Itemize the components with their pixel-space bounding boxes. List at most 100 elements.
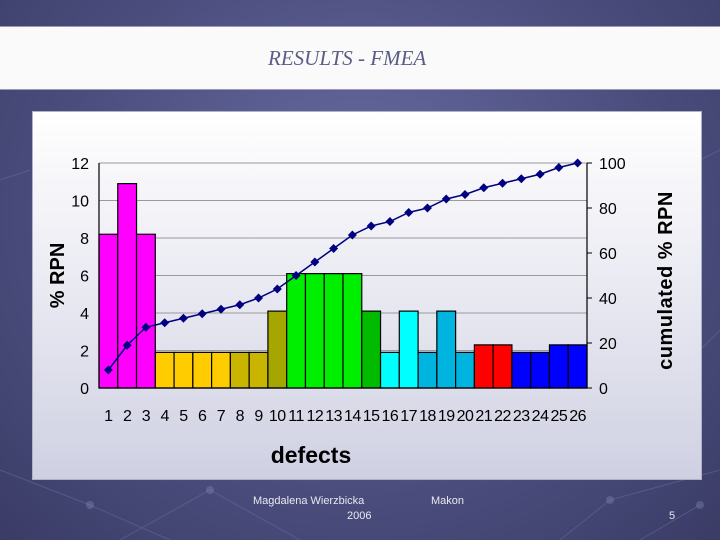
x-tick-label: 20: [457, 408, 474, 425]
cumulative-point: [347, 230, 357, 240]
bar: [342, 273, 363, 389]
x-tick-label: 3: [142, 408, 151, 425]
x-tick-label: 19: [438, 408, 455, 425]
bar: [511, 351, 532, 389]
y2-tick-label: 20: [599, 336, 617, 353]
x-tick-label: 1: [104, 408, 113, 425]
cumulative-point: [235, 300, 245, 310]
cumulative-point: [141, 322, 151, 332]
cumulative-point: [329, 244, 339, 253]
x-tick-label: 23: [513, 408, 530, 425]
x-tick-label: 16: [382, 408, 399, 425]
x-tick-label: 8: [236, 408, 245, 425]
x-tick-label: 22: [494, 408, 511, 425]
bar: [417, 351, 438, 389]
chart-panel: 0 2 4 6 8 10 12 0 20 40 60 80 100 1 2 3 4 5 6 7 8 9 10 11 12 13 14…: [32, 111, 702, 480]
bar: [361, 310, 382, 389]
bar: [567, 344, 588, 389]
title-bar: [0, 26, 720, 90]
bar: [173, 351, 194, 389]
footer-company: Makon: [431, 495, 465, 507]
cumulative-point: [404, 208, 414, 217]
bar: [304, 273, 325, 389]
cumulative-point: [554, 163, 564, 172]
y2-tick-label: 40: [599, 291, 617, 308]
y-tick-label: 8: [80, 231, 89, 248]
cumulative-point: [385, 217, 395, 226]
cumulative-point: [272, 284, 282, 294]
cumulative-point: [197, 309, 207, 319]
cumulative-point: [216, 304, 226, 314]
x-tick-label: 12: [306, 408, 323, 425]
x-tick-label: 10: [269, 408, 286, 425]
page-number: 5: [669, 510, 676, 522]
y-tick-label: 0: [80, 381, 89, 398]
cumulative-point: [516, 174, 526, 184]
x-tick-label: 24: [532, 408, 549, 425]
x-tick-label: 5: [179, 408, 188, 425]
bar: [436, 310, 457, 389]
x-tick-label: 25: [550, 408, 567, 425]
slide-title: RESULTS - FMEA: [268, 46, 427, 70]
cumulative-point: [573, 158, 583, 168]
x-tick-label: 7: [217, 408, 226, 425]
x-tick-label: 21: [475, 408, 492, 425]
y-tick-label: 10: [71, 194, 89, 211]
x-tick-label: 18: [419, 408, 436, 425]
footer-year: 2006: [347, 510, 372, 522]
bar: [286, 273, 307, 389]
x-tick-label: 13: [325, 408, 342, 425]
bar: [267, 310, 288, 389]
x-tick-label: 2: [123, 408, 132, 425]
cumulative-point: [254, 293, 264, 303]
bar: [248, 351, 269, 389]
bar: [229, 351, 250, 389]
bar: [323, 273, 344, 389]
x-tick-label: 14: [344, 408, 361, 425]
x-tick-label: 17: [400, 408, 417, 425]
cumulative-point: [103, 365, 113, 375]
y-axis-title: % RPN: [47, 243, 69, 309]
cumulative-point: [122, 340, 132, 350]
cumulative-point: [178, 313, 188, 323]
bar: [192, 351, 213, 389]
x-tick-label: 15: [363, 408, 380, 425]
bar: [473, 344, 494, 389]
bar: [379, 351, 400, 389]
cumulative-point: [291, 271, 301, 280]
cumulative-point: [422, 203, 432, 213]
y2-tick-label: 60: [599, 246, 617, 263]
x-tick-label: 4: [160, 408, 169, 425]
x-tick-label: 26: [569, 408, 586, 425]
bar: [135, 233, 156, 389]
cumulative-point: [366, 221, 376, 231]
bar: [492, 344, 513, 389]
bar: [98, 233, 119, 389]
y2-tick-label: 100: [599, 156, 626, 173]
cumulative-point: [160, 318, 170, 328]
bar: [211, 351, 231, 389]
cumulative-point: [460, 190, 470, 199]
y-tick-label: 2: [80, 344, 89, 361]
y2-tick-label: 80: [599, 201, 617, 218]
bar: [455, 351, 475, 389]
cumulative-point: [310, 257, 320, 267]
y2-axis-title: cumulated % RPN: [655, 191, 677, 370]
bar: [398, 310, 419, 389]
bar: [530, 351, 551, 389]
x-axis-title: defects: [271, 442, 352, 468]
x-tick-label: 6: [198, 408, 207, 425]
bar: [154, 351, 175, 389]
bar: [117, 183, 138, 389]
cumulative-point: [479, 183, 489, 193]
cumulative-point: [441, 194, 451, 204]
bar: [548, 344, 569, 389]
cumulative-point: [498, 178, 508, 188]
y-tick-label: 4: [80, 306, 89, 323]
x-tick-label: 11: [288, 408, 304, 425]
y-tick-label: 6: [80, 269, 89, 286]
footer-author: Magdalena Wierzbicka: [253, 495, 365, 507]
x-tick-label: 9: [254, 408, 263, 425]
